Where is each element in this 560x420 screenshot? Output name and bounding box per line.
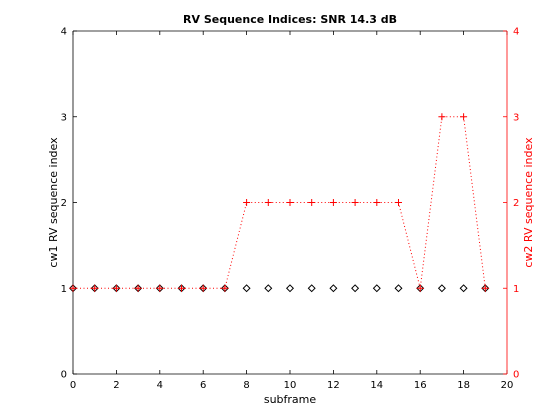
series-point-cw1 — [285, 284, 295, 293]
series-point-cw2 — [199, 284, 207, 292]
series-point-cw2 — [351, 199, 359, 206]
x-tick-label: 12 — [327, 380, 340, 391]
x-axis: 0 2 4 6 8 10 12 14 16 18 20 — [70, 30, 514, 391]
series-point-cw2 — [91, 284, 99, 292]
y-axis-right-label: cw2 RV sequence index — [522, 137, 535, 268]
series-point-cw1 — [329, 284, 338, 293]
series-point-cw1 — [307, 284, 316, 293]
series-point-cw2 — [264, 199, 272, 206]
x-tick-label: 16 — [414, 380, 427, 391]
series-point-cw2 — [286, 199, 294, 206]
series-point-cw2 — [438, 113, 446, 121]
series-point-cw2 — [373, 199, 381, 206]
y-tick-label-left: 3 — [61, 112, 67, 123]
y-axis-left: 0 1 2 3 4 — [61, 27, 77, 381]
x-tick-label: 14 — [370, 380, 383, 391]
series-point-cw2 — [178, 284, 185, 292]
series-point-cw2 — [221, 284, 229, 292]
y-axis-left-label: cw1 RV sequence index — [47, 137, 60, 268]
series-point-cw1 — [437, 284, 446, 293]
x-tick-label: 4 — [157, 380, 163, 391]
series-layer — [68, 113, 490, 293]
series-point-cw1 — [264, 284, 273, 293]
series-point-cw2 — [481, 284, 489, 292]
x-tick-label: 10 — [284, 380, 297, 391]
y-tick-label-left: 4 — [61, 27, 67, 38]
x-tick-label: 0 — [70, 380, 76, 391]
series-point-cw2 — [329, 199, 337, 206]
series-point-cw1 — [351, 284, 360, 293]
y-tick-label-right: 3 — [513, 112, 519, 123]
series-point-cw2 — [69, 284, 77, 292]
series-cw2 — [69, 113, 489, 292]
chart-title: RV Sequence Indices: SNR 14.3 dB — [183, 13, 397, 26]
series-point-cw2 — [395, 199, 402, 206]
y-tick-label-left: 0 — [61, 370, 67, 381]
y-tick-label-right: 2 — [513, 198, 519, 209]
y-tick-label-right: 1 — [513, 284, 519, 295]
x-tick-label: 20 — [501, 380, 514, 391]
y-axis-right: 0 1 2 3 4 — [503, 27, 519, 381]
series-line-cw2 — [73, 116, 486, 289]
series-point-cw1 — [459, 284, 468, 293]
series-point-cw2 — [308, 199, 316, 206]
series-point-cw2 — [243, 199, 251, 206]
x-tick-label: 2 — [113, 380, 119, 391]
y-tick-label-left: 2 — [61, 198, 67, 209]
x-tick-label: 6 — [200, 380, 206, 391]
series-point-cw2 — [156, 284, 164, 292]
series-point-cw2 — [416, 284, 424, 292]
series-point-cw2 — [134, 284, 142, 292]
y-tick-label-right: 0 — [513, 370, 519, 381]
y-tick-label-left: 1 — [61, 284, 67, 295]
series-point-cw1 — [372, 284, 381, 293]
x-tick-label: 18 — [457, 380, 470, 391]
x-tick-label: 8 — [243, 380, 249, 391]
series-point-cw1 — [394, 284, 403, 293]
x-axis-label: subframe — [264, 393, 317, 406]
y-tick-label-right: 4 — [513, 27, 519, 38]
series-point-cw2 — [112, 284, 120, 292]
series-point-cw2 — [460, 113, 468, 121]
series-point-cw1 — [242, 284, 251, 293]
